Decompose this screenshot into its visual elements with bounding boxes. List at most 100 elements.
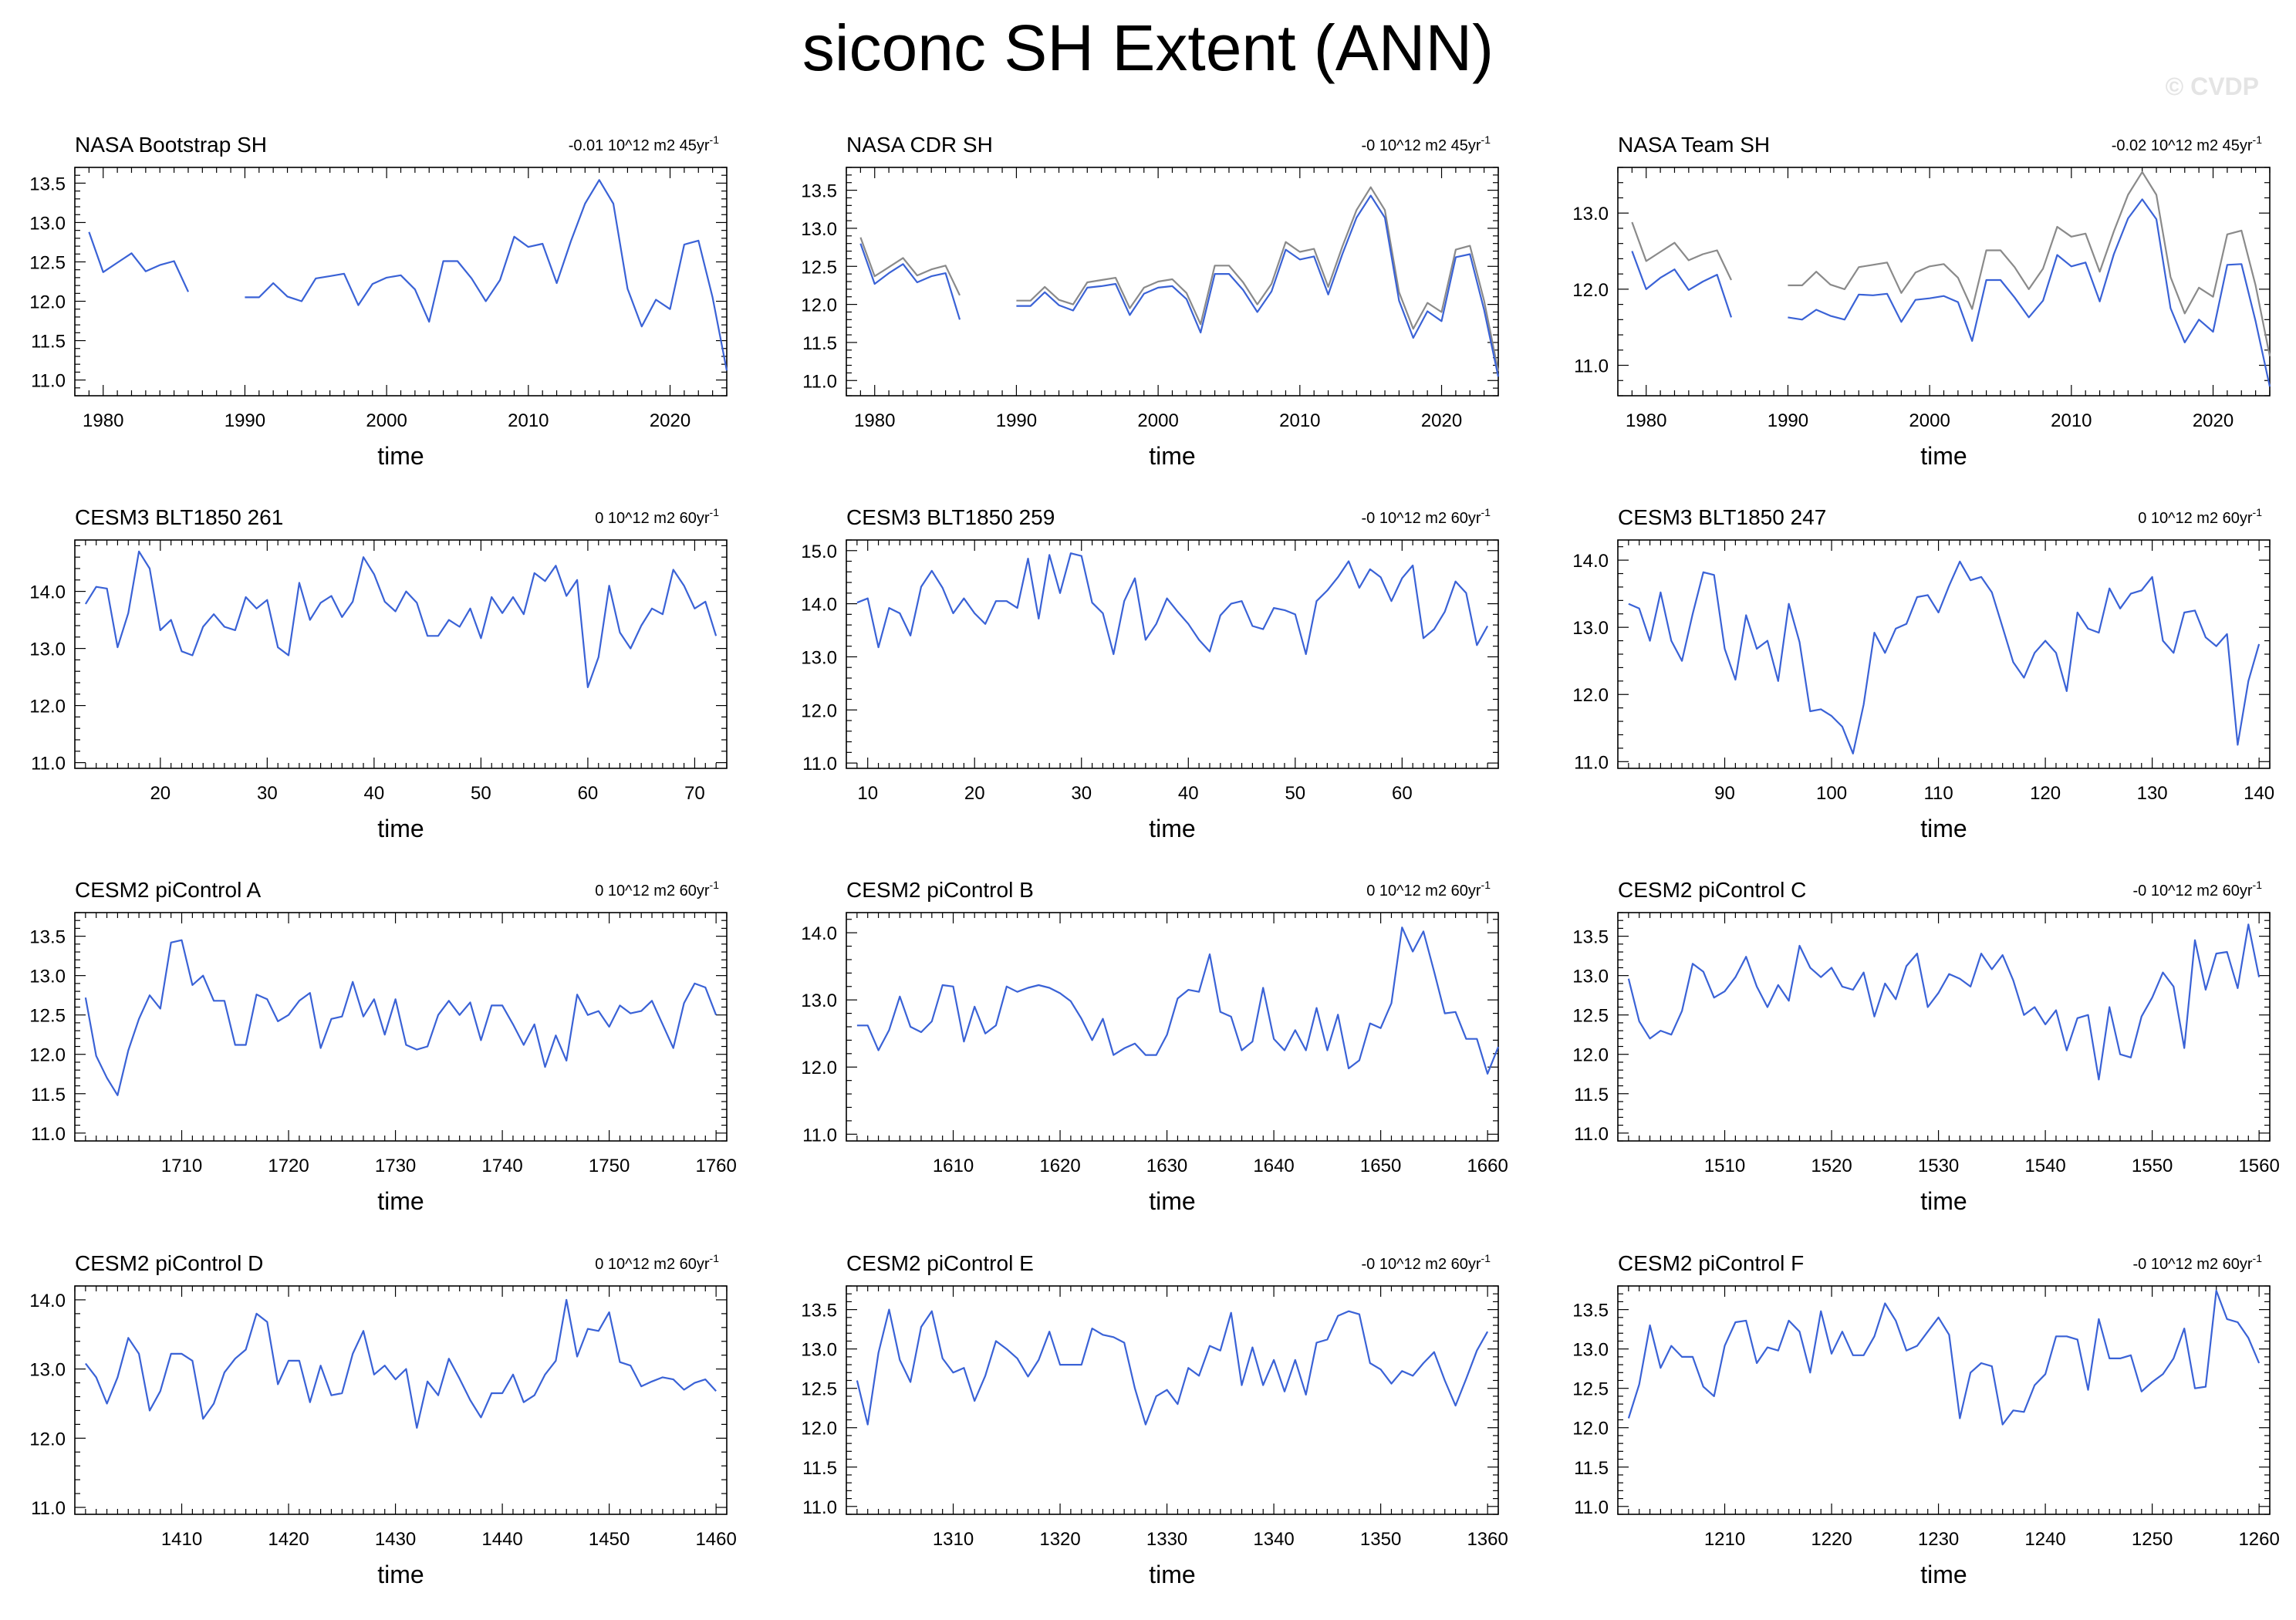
y-tick-label: 14.0 (29, 1291, 66, 1311)
y-tick-label: 13.0 (29, 213, 66, 234)
plot-frame (846, 167, 1499, 397)
x-tick-label: 1330 (1146, 1529, 1187, 1550)
x-tick-label: 2010 (1279, 410, 1320, 431)
x-tick-label: 1980 (854, 410, 895, 431)
x-axis-label: time (377, 442, 424, 470)
x-tick-label: 1540 (2024, 1156, 2065, 1176)
y-tick-label: 13.0 (801, 219, 837, 240)
x-tick-label: 30 (257, 783, 278, 804)
x-tick-label: 60 (1392, 783, 1413, 804)
trend-label: -0 10^12 m2 60yr-1 (2133, 1252, 2263, 1273)
x-tick-label: 1560 (2238, 1156, 2279, 1176)
x-tick-label: 2000 (1137, 410, 1178, 431)
trend-label-exponent: -1 (1481, 879, 1491, 891)
plot-frame (846, 912, 1499, 1142)
trend-label-exponent: -1 (2253, 879, 2263, 891)
x-tick-label: 60 (578, 783, 599, 804)
y-tick-label: 13.0 (29, 640, 66, 660)
y-tick-label: 12.0 (29, 697, 66, 717)
trend-label: -0.02 10^12 m2 45yr-1 (2112, 133, 2262, 154)
series-line (856, 926, 1500, 1075)
x-tick-label: 1740 (481, 1156, 522, 1176)
chart-panel: CESM3 BLT1850 247 0 10^12 m2 60yr-1 90 100 1… (1572, 505, 2274, 842)
x-tick-label: 2010 (2051, 410, 2092, 431)
y-tick-label: 12.0 (1572, 1045, 1609, 1066)
y-tick-label: 13.5 (801, 1301, 837, 1321)
y-tick-label: 13.0 (1572, 204, 1609, 224)
series-line (856, 1308, 1489, 1426)
x-tick-label: 2010 (508, 410, 549, 431)
chart-panel: NASA CDR SH -0 10^12 m2 45yr-1 1980 1990 200… (801, 133, 1500, 470)
y-tick-label: 13.0 (1572, 1340, 1609, 1361)
y-tick-label: 14.0 (801, 595, 837, 616)
panel-title: CESM3 BLT1850 247 (1618, 505, 1826, 529)
trend-label-text: 0 10^12 m2 60yr (595, 1256, 710, 1273)
x-tick-label: 2000 (366, 410, 407, 431)
x-tick-label: 1990 (225, 410, 265, 431)
series-line (856, 552, 1489, 656)
x-tick-label: 1660 (1467, 1156, 1508, 1176)
trend-label: -0 10^12 m2 60yr-1 (2133, 879, 2263, 899)
panel-title: CESM3 BLT1850 261 (75, 505, 283, 529)
panel-title: CESM2 piControl C (1618, 878, 1806, 902)
y-tick-label: 11.5 (1574, 1458, 1609, 1479)
y-tick-label: 13.0 (1572, 618, 1609, 639)
x-tick-label: 1410 (161, 1529, 202, 1550)
x-axis-label: time (1149, 1187, 1195, 1215)
x-tick-label: 1240 (2024, 1529, 2065, 1550)
trend-label: 0 10^12 m2 60yr-1 (1366, 879, 1491, 899)
trend-label-exponent: -1 (710, 879, 720, 891)
x-tick-label: 1720 (268, 1156, 309, 1176)
chart-panel: CESM2 piControl A 0 10^12 m2 60yr-1 1710 17… (29, 878, 737, 1215)
y-tick-label: 14.0 (29, 582, 66, 603)
x-tick-label: 1360 (1467, 1529, 1508, 1550)
chart-panel: CESM2 piControl C -0 10^12 m2 60yr-1 1510 1… (1572, 878, 2280, 1215)
y-tick-label: 11.5 (802, 1458, 837, 1479)
x-tick-label: 1340 (1253, 1529, 1294, 1550)
y-tick-label: 12.5 (1572, 1006, 1609, 1027)
x-tick-label: 1710 (161, 1156, 202, 1176)
x-tick-label: 50 (1285, 783, 1305, 804)
x-axis-label: time (1920, 1561, 1967, 1588)
y-tick-label: 11.5 (31, 1085, 66, 1105)
trend-label-exponent: -1 (1481, 133, 1491, 146)
plot-frame (1617, 912, 2271, 1142)
x-axis-label: time (1149, 815, 1195, 842)
y-tick-label: 13.5 (801, 181, 837, 202)
panel-title: CESM2 piControl F (1618, 1251, 1804, 1275)
y-tick-label: 11.0 (1574, 752, 1609, 773)
trend-label-exponent: -1 (2253, 133, 2263, 146)
trend-label: -0.01 10^12 m2 45yr-1 (569, 133, 719, 154)
chart-panel: CESM2 piControl F -0 10^12 m2 60yr-1 1210 1… (1572, 1251, 2280, 1588)
y-tick-label: 12.5 (29, 1006, 66, 1027)
x-tick-label: 1620 (1039, 1156, 1080, 1176)
x-tick-label: 1650 (1360, 1156, 1401, 1176)
trend-label: -0 10^12 m2 45yr-1 (1362, 133, 1491, 154)
trend-label-exponent: -1 (1481, 506, 1491, 518)
y-tick-label: 12.0 (29, 1045, 66, 1066)
trend-label: 0 10^12 m2 60yr-1 (595, 879, 719, 899)
x-tick-label: 2020 (1421, 410, 1462, 431)
trend-label-text: -0.01 10^12 m2 45yr (569, 137, 710, 154)
x-tick-label: 40 (1178, 783, 1199, 804)
y-tick-label: 12.5 (801, 1379, 837, 1400)
trend-label-exponent: -1 (710, 1252, 720, 1264)
x-tick-label: 1520 (1811, 1156, 1852, 1176)
y-tick-label: 13.0 (29, 1360, 66, 1381)
trend-label-text: 0 10^12 m2 60yr (595, 883, 710, 899)
x-tick-label: 1220 (1811, 1529, 1852, 1550)
x-tick-label: 70 (684, 783, 705, 804)
y-tick-label: 13.5 (29, 174, 66, 194)
trend-label: -0 10^12 m2 60yr-1 (1362, 506, 1491, 527)
panel-title: CESM3 BLT1850 259 (846, 505, 1055, 529)
y-tick-label: 11.0 (1574, 1497, 1609, 1518)
y-tick-label: 14.0 (1572, 551, 1609, 572)
trend-label: 0 10^12 m2 60yr-1 (595, 1252, 719, 1273)
x-tick-label: 50 (471, 783, 491, 804)
trend-label: -0 10^12 m2 60yr-1 (1362, 1252, 1491, 1273)
y-tick-label: 13.0 (801, 647, 837, 668)
y-tick-label: 11.0 (31, 1498, 66, 1519)
trend-label-exponent: -1 (710, 133, 720, 146)
x-tick-label: 1420 (268, 1529, 309, 1550)
y-tick-label: 12.0 (801, 295, 837, 316)
